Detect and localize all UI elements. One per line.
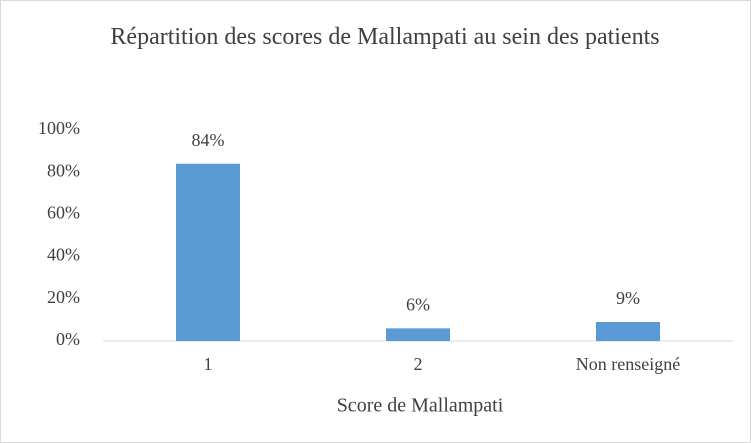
data-label: 6% bbox=[406, 294, 430, 314]
y-tick-label: 60% bbox=[47, 203, 80, 223]
x-tick-label: 1 bbox=[204, 354, 213, 374]
bar bbox=[176, 163, 240, 341]
data-label: 84% bbox=[192, 130, 225, 150]
y-tick-label: 20% bbox=[47, 287, 80, 307]
data-label: 9% bbox=[616, 288, 640, 308]
chart-title: Répartition des scores de Mallampati au … bbox=[110, 24, 660, 50]
x-axis-label: Score de Mallampati bbox=[337, 395, 504, 417]
y-tick-label: 80% bbox=[47, 160, 80, 180]
bar bbox=[596, 322, 660, 341]
bar bbox=[386, 328, 450, 341]
x-tick-label: 2 bbox=[414, 354, 423, 374]
y-tick-label: 100% bbox=[38, 118, 80, 138]
y-tick-label: 0% bbox=[56, 329, 80, 349]
y-tick-label: 40% bbox=[47, 245, 80, 265]
x-tick-label: Non renseigné bbox=[576, 354, 680, 374]
